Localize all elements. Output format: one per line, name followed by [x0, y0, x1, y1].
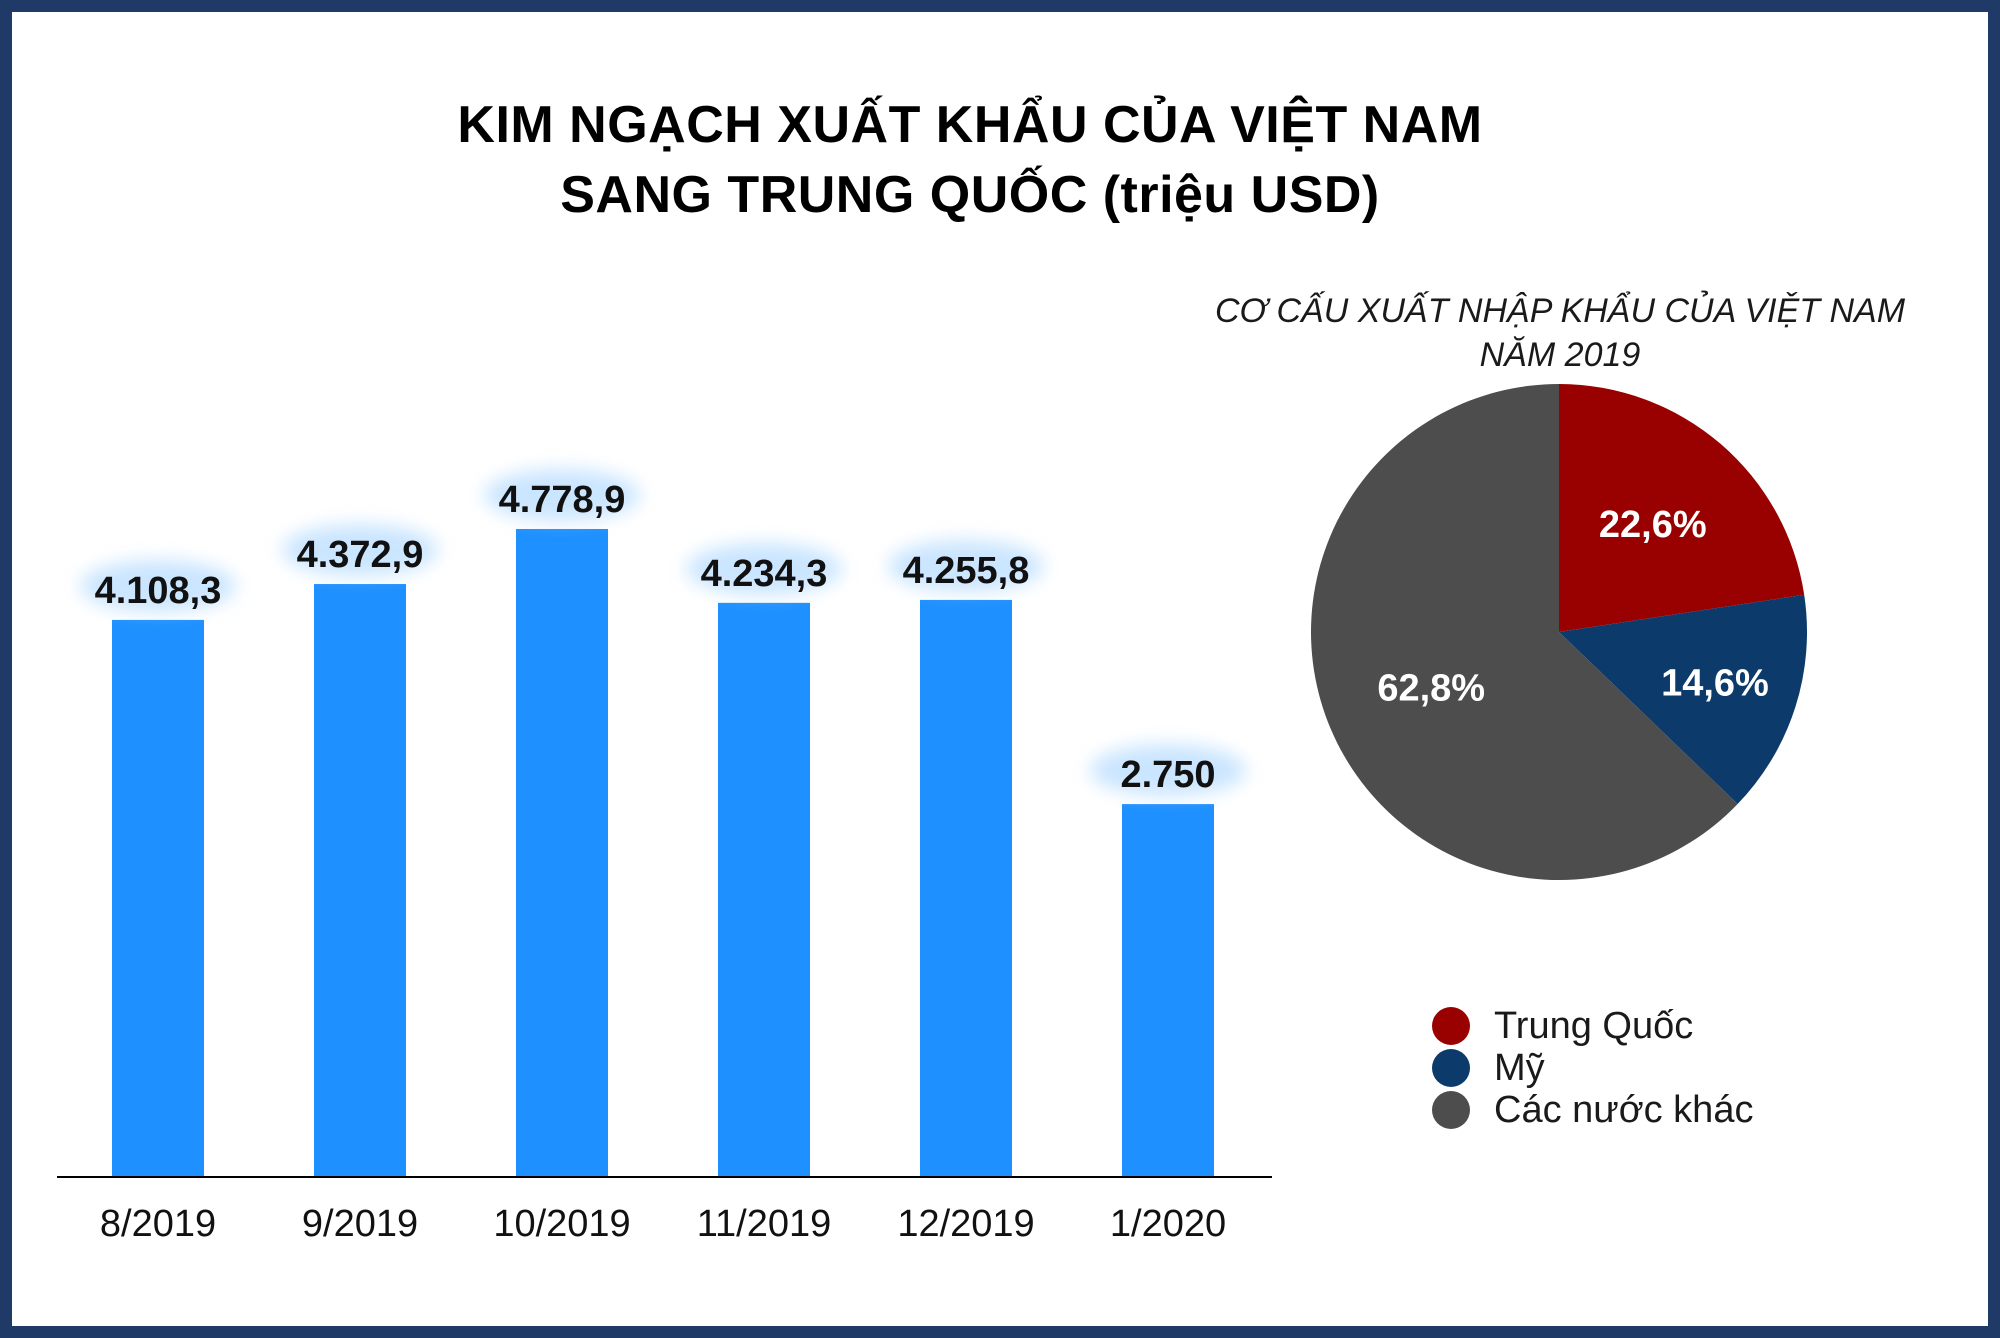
bar-9/2019: [314, 584, 406, 1177]
data-label-10/2019: 4.778,9: [499, 479, 626, 521]
chart-title-line-1: KIM NGẠCH XUẤT KHẨU CỦA VIỆT NAM: [457, 96, 1483, 154]
data-label-glow-12/2019: [888, 539, 1044, 592]
pie-title: CƠ CẤU XUẤT NHẬP KHẨU CỦA VIỆT NAM: [1214, 292, 1906, 330]
pie-legend: Trung Quốc Mỹ Các nước khác: [1432, 1005, 1753, 1131]
data-label-8/2019: 4.108,3: [95, 570, 222, 612]
x-tick-label-12/2019: 12/2019: [897, 1203, 1034, 1245]
chart-title-line-2: SANG TRUNG QUỐC (triệu USD): [560, 166, 1380, 224]
pie-slice-my: [1559, 594, 1807, 805]
data-label-glow-11/2019: [686, 542, 842, 595]
legend-label-trung-quoc: Trung Quốc: [1494, 1004, 1694, 1047]
data-label-glow-1/2020: [1090, 744, 1246, 797]
x-tick-label-9/2019: 9/2019: [302, 1203, 418, 1245]
legend-swatch-my: [1432, 1049, 1470, 1087]
bar-12/2019: [920, 599, 1012, 1177]
data-label-12/2019: 4.255,8: [903, 550, 1030, 592]
data-label-glow-10/2019: [484, 468, 640, 521]
data-label-9/2019: 4.372,9: [297, 534, 424, 576]
pie-label-my: 14,6%: [1661, 663, 1769, 705]
pie-label-cac-nuoc-khac: 62,8%: [1377, 667, 1485, 709]
pie-label-trung-quoc: 22,6%: [1599, 504, 1707, 546]
pie-slice-cac-nuoc-khac: [1310, 384, 1738, 880]
legend-label-cac-nuoc-khac: Các nước khác: [1494, 1088, 1754, 1131]
legend-item-cac-nuoc-khac: Các nước khác: [1432, 1089, 1753, 1131]
legend-item-my: Mỹ: [1432, 1047, 1753, 1089]
legend-swatch-trung-quoc: [1432, 1007, 1470, 1045]
bar-11/2019: [718, 602, 810, 1177]
legend-swatch-cac-nuoc-khac: [1432, 1091, 1470, 1129]
bar-1/2020: [1122, 804, 1214, 1177]
legend-label-my: Mỹ: [1494, 1046, 1545, 1089]
data-label-glow-8/2019: [80, 559, 236, 612]
data-label-glow-9/2019: [282, 524, 438, 577]
pie-slice-trung-quoc: [1559, 384, 1805, 632]
legend-item-trung-quoc: Trung Quốc: [1432, 1005, 1753, 1047]
data-label-11/2019: 4.234,3: [701, 553, 828, 595]
pie-subtitle: NĂM 2019: [1479, 336, 1641, 374]
x-tick-label-11/2019: 11/2019: [697, 1203, 832, 1245]
data-label-1/2020: 2.750: [1120, 754, 1215, 796]
x-tick-label-8/2019: 8/2019: [100, 1203, 216, 1245]
bar-10/2019: [516, 528, 608, 1177]
x-tick-label-10/2019: 10/2019: [493, 1203, 630, 1245]
x-tick-label-1/2020: 1/2020: [1110, 1203, 1226, 1245]
bar-8/2019: [112, 619, 204, 1177]
